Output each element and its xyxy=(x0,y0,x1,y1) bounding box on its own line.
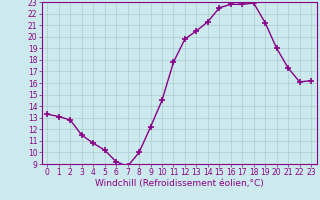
X-axis label: Windchill (Refroidissement éolien,°C): Windchill (Refroidissement éolien,°C) xyxy=(95,179,264,188)
